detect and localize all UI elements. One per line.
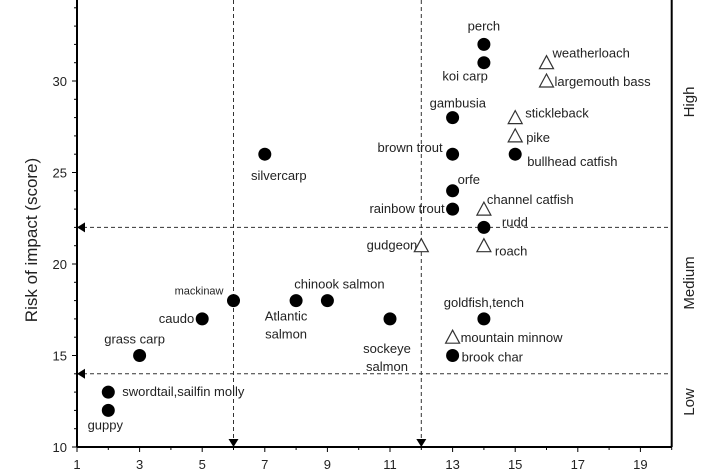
data-point-label: salmon [265,327,307,342]
data-point-circle [195,312,209,326]
x-tick-label: 9 [324,457,331,472]
data-point-label: mackinaw [175,286,224,298]
x-tick-label: 5 [199,457,206,472]
data-point-triangle [538,72,555,88]
data-point-label: sockeye [363,341,411,356]
data-point-circle [101,385,115,399]
data-point-label: brown trout [378,140,443,155]
zone-label-low: Low [681,388,698,416]
x-tick-label: 1 [73,457,80,472]
data-point-label: perch [468,18,501,33]
y-tick-label: 30 [53,74,67,89]
data-point-circle [446,111,460,125]
data-point-label: bullhead catfish [527,154,617,169]
data-point-circle [446,202,460,216]
data-point-triangle [538,54,555,70]
data-point-label: brook char [462,350,524,365]
data-point-triangle [475,237,492,253]
data-point-label: chinook salmon [294,277,384,292]
data-point-triangle [507,109,524,125]
data-point-circle [446,184,460,198]
data-point-circle [477,312,491,326]
arrow-down-icon [228,439,239,447]
data-point-label: grass carp [104,332,165,347]
y-axis-title: Risk of impact (score) [22,158,41,322]
data-point-circle [289,294,303,308]
data-point-label: roach [495,244,528,259]
x-tick-label: 13 [445,457,459,472]
data-point-circle [383,312,397,326]
zone-label-high: High [681,87,698,118]
data-point-circle [320,294,334,308]
data-point-label: koi carp [442,69,488,84]
data-point-label: guppy [88,417,124,432]
data-point-circle [508,147,522,161]
data-point-circle [477,37,491,51]
x-tick-label: 15 [508,457,522,472]
data-point-label: gambusia [430,96,487,111]
data-point-triangle [507,127,524,143]
data-point-label: orfe [458,172,480,187]
data-point-label: pike [526,130,550,145]
x-tick-label: 19 [633,457,647,472]
data-point-label: rudd [502,214,528,229]
data-point-label: caudo [159,311,194,326]
data-point-triangle [475,200,492,216]
data-points: perch koi carp gambusia brown trout orfe rain… [88,18,652,432]
x-tick-label: 3 [136,457,143,472]
data-point-label: mountain minnow [461,330,563,345]
x-tick-label: 17 [571,457,585,472]
y-tick-label: 10 [53,440,67,455]
y-tick-label: 25 [53,166,67,181]
arrow-left-icon [77,222,85,233]
data-point-label: largemouth bass [555,74,652,89]
data-point-circle [446,349,460,362]
data-point-label: rainbow trout [369,201,445,216]
data-point-label: swordtail,sailfin molly [122,384,245,399]
data-point-label: channel catfish [487,192,574,207]
data-point-circle [258,147,272,161]
arrow-down-icon [416,439,427,447]
arrow-left-icon [77,368,85,379]
data-point-label: goldfish,tench [444,295,524,310]
data-point-circle [227,294,240,308]
data-point-circle [133,349,147,362]
data-point-label: stickleback [525,106,589,121]
data-point-label: silvercarp [251,168,307,183]
zone-label-medium: Medium [681,256,698,309]
threshold-lines [77,0,672,447]
data-point-circle [477,220,491,234]
data-point-label: gudgeon [367,238,418,253]
y-tick-label: 15 [53,349,67,364]
data-point-label: salmon [366,359,408,374]
data-point-label: weatherloach [552,46,630,61]
data-point-circle [446,147,460,161]
data-point-circle [101,403,115,417]
data-point-triangle [444,328,461,344]
y-tick-label: 20 [53,257,67,272]
x-tick-label: 7 [261,457,268,472]
data-point-circle [477,56,491,70]
x-tick-label: 11 [383,457,397,472]
data-point-triangle [413,237,430,253]
data-point-label: Atlantic [265,309,308,324]
